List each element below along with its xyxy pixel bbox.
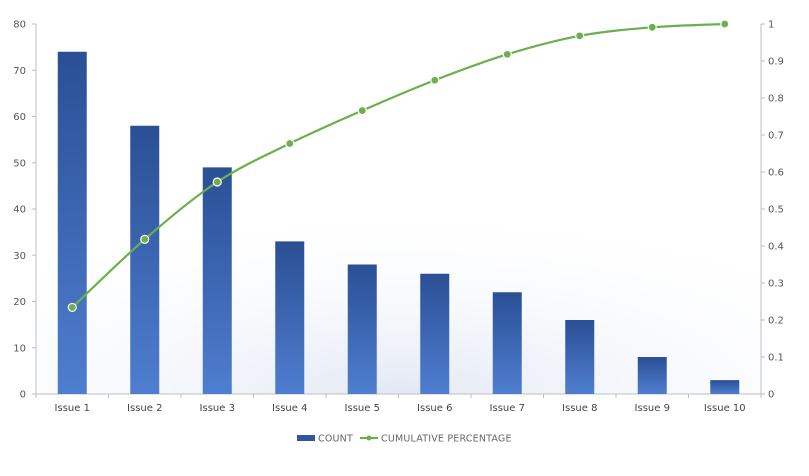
- count-bar: [637, 357, 667, 394]
- count-bar: [202, 167, 232, 394]
- cumulative-point: [67, 302, 77, 313]
- right-tick-label: 0.8: [768, 94, 784, 105]
- count-bar: [275, 241, 305, 394]
- count-bar: [710, 380, 740, 394]
- cumulative-point: [502, 49, 512, 59]
- cumulative-point: [140, 234, 150, 244]
- count-bar: [130, 125, 160, 394]
- cumulative-point: [285, 138, 295, 149]
- right-tick-label: 0.9: [768, 57, 784, 68]
- left-tick-label: 70: [13, 66, 26, 77]
- tick-labels: 0 10 20 30 40 50 60 70 80 0 0.1 0.2 0.3 0.4 0.5 0.6 0.7 0…: [13, 20, 784, 415]
- cumulative-point: [212, 177, 222, 187]
- right-tick-label: 0: [768, 390, 774, 401]
- category-label: Issue 1: [55, 403, 90, 414]
- category-label: Issue 3: [200, 403, 235, 414]
- count-bars: [57, 51, 740, 394]
- right-tick-label: 0.2: [768, 316, 784, 327]
- left-tick-label: 50: [13, 158, 26, 169]
- category-label: Issue 7: [490, 403, 525, 414]
- count-bar: [420, 273, 450, 394]
- category-label: Issue 9: [635, 403, 670, 414]
- category-label: Issue 5: [345, 403, 380, 414]
- category-label: Issue 8: [562, 403, 597, 414]
- left-tick-label: 80: [13, 20, 26, 31]
- cumulative-line-path: [71, 22, 725, 309]
- right-tick-label: 0.6: [768, 168, 784, 179]
- left-tick-label: 30: [13, 251, 26, 262]
- category-label: Issue 2: [127, 403, 162, 414]
- right-tick-label: 0.7: [768, 131, 784, 142]
- cumulative-point: [430, 75, 440, 85]
- cumulative-point: [575, 31, 585, 41]
- count-bar: [347, 264, 377, 394]
- left-tick-label: 20: [13, 297, 26, 308]
- category-label: Issue 6: [417, 403, 452, 414]
- left-tick-label: 0: [20, 390, 26, 401]
- legend-count-label: COUNT: [318, 434, 353, 445]
- cumulative-point: [357, 105, 367, 116]
- category-label: Issue 4: [272, 403, 307, 414]
- left-tick-label: 40: [13, 205, 26, 216]
- left-tick-label: 60: [13, 112, 26, 123]
- left-tick-label: 10: [13, 343, 26, 354]
- count-bar: [565, 320, 595, 394]
- cumulative-point: [647, 22, 657, 32]
- right-tick-label: 0.5: [768, 205, 784, 216]
- count-bar: [57, 51, 87, 394]
- category-label: Issue 10: [704, 403, 746, 414]
- legend: COUNT CUMULATIVE PERCENTAGE: [297, 434, 512, 445]
- legend-cumulative-label: CUMULATIVE PERCENTAGE: [381, 434, 512, 445]
- cumulative-point: [720, 19, 730, 29]
- count-bar: [492, 292, 522, 394]
- cumulative-line: [67, 19, 730, 313]
- right-tick-label: 0.4: [768, 242, 784, 253]
- legend-cumulative-marker: [366, 435, 372, 441]
- legend-count-swatch: [297, 435, 315, 441]
- right-tick-label: 0.1: [768, 353, 784, 364]
- right-tick-label: 0.3: [768, 279, 784, 290]
- right-tick-label: 1: [768, 20, 774, 31]
